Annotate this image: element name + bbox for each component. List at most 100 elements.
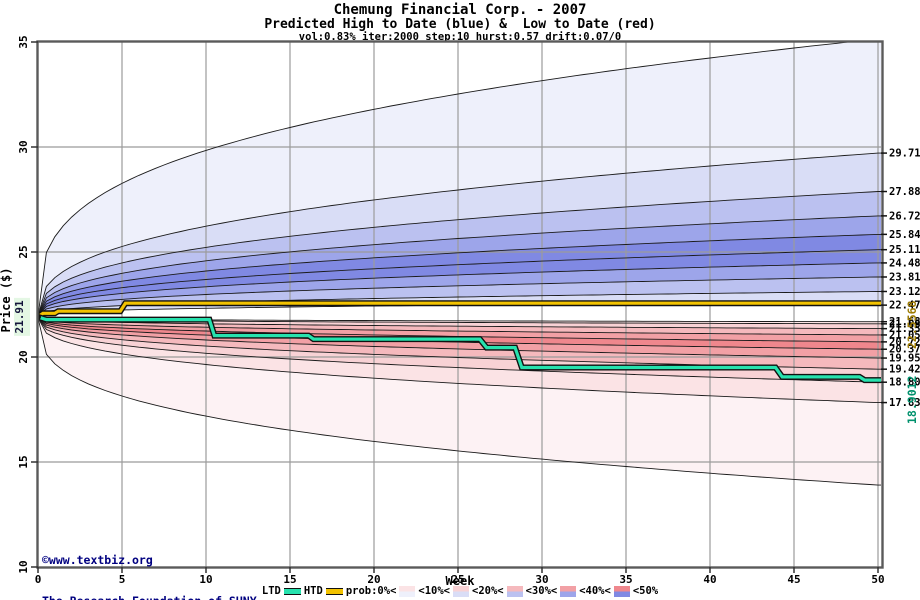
low-prob-band	[38, 317, 881, 403]
percentile-boundary-line	[38, 233, 881, 317]
series-layer	[38, 300, 881, 384]
ltd-final-value: 18.9012	[905, 376, 919, 424]
legend-htd-label: HTD	[303, 585, 323, 597]
high-prob-band	[38, 215, 881, 317]
start-price-marker	[38, 313, 41, 320]
low-prob-band	[38, 317, 881, 329]
band-fills-layer	[38, 42, 881, 486]
high-prob-band	[38, 191, 881, 317]
band-value-label: 23.81	[889, 271, 920, 283]
legend-prob-label: <50%	[632, 585, 659, 597]
x-tick-label: 45	[787, 573, 800, 586]
x-tick-label: 20	[367, 573, 380, 586]
low-prob-band	[38, 317, 881, 342]
high-prob-band	[38, 42, 881, 317]
percentile-boundary-line	[38, 317, 881, 350]
percentile-boundary-line	[38, 317, 881, 330]
low-prob-band	[38, 317, 881, 370]
band-value-label: 21.68	[889, 316, 920, 328]
axes-layer: 10 15 20 25 30 35 0 5 10 15 20 25 30 35 40 45 50 29.71 27.…	[0, 35, 920, 586]
band-value-label: 20.72	[889, 336, 920, 348]
band-value-label: 19.95	[889, 353, 920, 365]
percentile-boundary-line	[38, 317, 881, 336]
band-value-label: 17.83	[889, 397, 920, 409]
legend-prob-band-swatch	[399, 585, 416, 597]
htd-line	[38, 301, 881, 319]
percentile-boundary-line	[38, 317, 881, 383]
band-value-label: 24.48	[889, 257, 920, 269]
chart-simulation-params: vol:0.83% iter:2000 step:10 hurst:0.57 d…	[298, 31, 622, 43]
x-tick-label: 5	[119, 573, 126, 586]
legend-prob-band-swatch	[613, 585, 630, 597]
legend-htd-swatch	[325, 587, 343, 595]
percentile-boundary-line	[38, 215, 881, 317]
high-prob-band	[38, 234, 881, 317]
legend-prob-label: <40%<	[579, 585, 611, 597]
band-value-label: 21.58	[889, 318, 920, 330]
band-value-label: 25.11	[889, 244, 920, 256]
watermark: ©www.textbiz.org The Research Foundation…	[42, 527, 257, 600]
band-value-label: 29.71	[889, 148, 920, 160]
ltd-line	[38, 315, 881, 382]
y-tick-label: 35	[17, 35, 30, 48]
x-tick-label: 10	[199, 573, 212, 586]
band-value-label: 22.47	[889, 300, 920, 312]
percentile-boundary-line	[38, 152, 881, 317]
low-prob-band	[38, 317, 881, 359]
y-axis-label: Price ($)	[0, 267, 13, 332]
htd-line-outline	[38, 300, 881, 320]
x-tick-label: 30	[535, 573, 548, 586]
x-tick-label: 35	[619, 573, 632, 586]
legend-prob-band-swatch	[453, 585, 469, 597]
band-value-label: 19.42	[889, 364, 920, 376]
percentile-boundary-line	[38, 317, 881, 486]
start-price-label-bg	[14, 297, 30, 336]
band-value-label: 21.05	[889, 329, 920, 341]
legend-prob-band-swatch	[506, 585, 523, 597]
legend-prob-label: <10%<	[418, 585, 450, 597]
start-price-label: 21.91	[13, 300, 26, 333]
chart-subtitle: Predicted High to Date (blue) & Low to D…	[264, 17, 656, 32]
legend-prob-label: <30%<	[525, 585, 558, 597]
x-tick-label: 50	[871, 573, 884, 586]
legend-prob-label: <20%<	[472, 585, 504, 597]
band-value-label: 27.88	[889, 186, 920, 198]
x-tick-label: 25	[451, 573, 464, 586]
y-tick-label: 30	[17, 140, 30, 153]
band-value-label: 26.72	[889, 210, 920, 222]
y-tick-label: 10	[17, 560, 30, 573]
percentile-boundary-line	[38, 191, 881, 317]
x-tick-label: 15	[283, 573, 296, 586]
legend-ltd-swatch	[283, 587, 301, 595]
legend-prob-label: prob:0%<	[345, 585, 397, 597]
watermark-url: ©www.textbiz.org	[42, 553, 153, 567]
low-prob-band	[38, 317, 881, 486]
legend-ltd-label: LTD	[261, 585, 281, 597]
x-tick-label: 40	[703, 573, 716, 586]
watermark-org: The Research Foundation of SUNY	[42, 594, 257, 600]
htd-final-value: 22.5568	[905, 300, 919, 349]
y-tick-label: 20	[17, 350, 30, 363]
band-value-label: 21.35	[889, 323, 920, 335]
band-value-label: 18.80	[889, 377, 920, 389]
percentile-boundary-line	[38, 317, 881, 404]
percentile-boundary-line	[38, 276, 881, 317]
high-prob-band	[38, 249, 881, 317]
x-axis-label: Week	[445, 574, 475, 588]
band-value-label: 23.12	[889, 286, 920, 298]
percentile-boundary-line	[38, 42, 853, 317]
high-prob-band	[38, 262, 881, 317]
percentile-boundary-line	[38, 317, 881, 359]
legend-prob-band-swatch	[560, 585, 577, 597]
low-prob-band	[38, 317, 881, 350]
percentile-boundary-line	[38, 262, 881, 317]
band-value-label: 25.84	[889, 229, 920, 241]
high-prob-band	[38, 153, 881, 317]
y-tick-label: 25	[17, 245, 30, 258]
percentile-boundary-line	[38, 249, 881, 317]
chart-title: Chemung Financial Corp. - 2007	[333, 2, 587, 18]
y-tick-label: 15	[17, 455, 30, 468]
band-value-label: 20.37	[889, 344, 920, 356]
